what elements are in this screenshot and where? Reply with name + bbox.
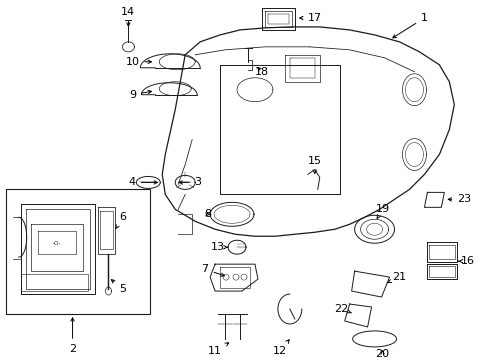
Text: 19: 19 <box>375 204 389 219</box>
Text: 12: 12 <box>272 340 288 356</box>
Text: 14: 14 <box>121 7 135 26</box>
Text: 21: 21 <box>386 272 406 283</box>
Text: 22: 22 <box>334 304 351 314</box>
Text: 16: 16 <box>458 256 474 266</box>
Text: 4: 4 <box>128 177 157 188</box>
Text: 6: 6 <box>116 212 125 228</box>
Text: 5: 5 <box>111 280 125 294</box>
Text: 2: 2 <box>69 318 76 354</box>
Text: 17: 17 <box>299 13 321 23</box>
Text: 1: 1 <box>392 13 427 38</box>
Text: 9: 9 <box>128 90 151 100</box>
Text: 23: 23 <box>447 194 470 204</box>
Text: 11: 11 <box>208 343 228 356</box>
Bar <box>6 189 150 314</box>
Text: 20: 20 <box>375 349 389 359</box>
Text: 7: 7 <box>201 264 224 276</box>
Text: 18: 18 <box>254 67 268 77</box>
Text: 15: 15 <box>307 157 321 174</box>
Text: 8: 8 <box>204 209 211 219</box>
Text: -O-: -O- <box>52 241 61 246</box>
Text: 3: 3 <box>179 177 201 188</box>
Text: 10: 10 <box>125 57 151 67</box>
Text: 13: 13 <box>211 242 227 252</box>
